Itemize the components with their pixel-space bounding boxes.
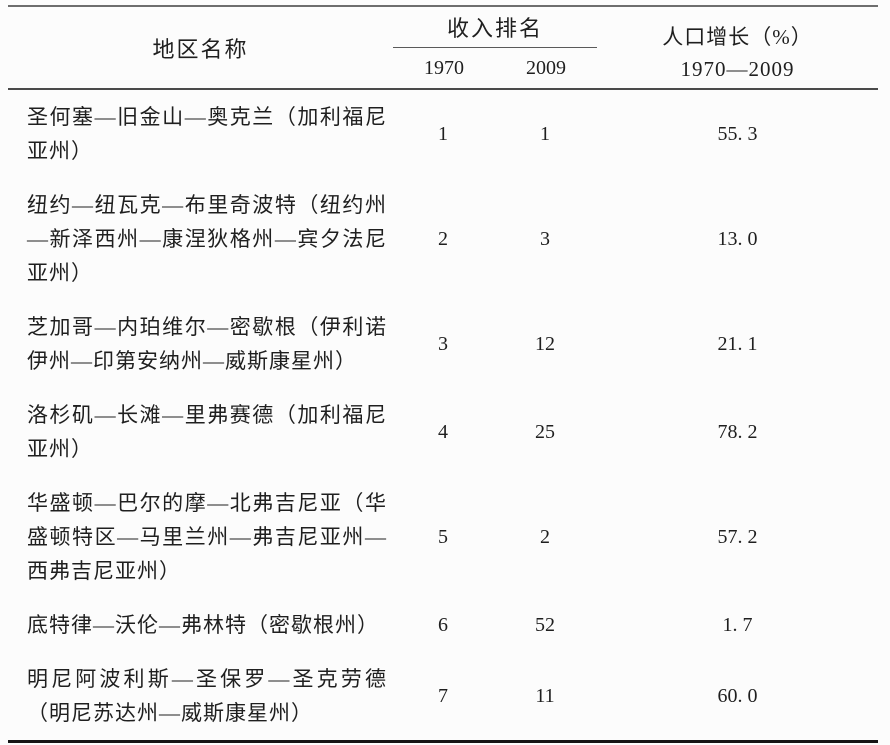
region-column-header: 地区名称: [152, 36, 249, 62]
growth-cell: 21. 1: [717, 332, 758, 355]
table-row: 底特律—沃伦—弗林特（密歇根州） 6 52 1. 7: [8, 598, 878, 652]
rank-2009-cell: 1: [539, 122, 550, 145]
rank-2009-cell: 3: [539, 227, 550, 250]
region-cell: 圣何塞—旧金山—奥克兰（加利福尼亚州）: [27, 105, 387, 163]
header-rule: [8, 88, 878, 90]
growth-cell: 1. 7: [722, 613, 753, 636]
table-row: 明尼阿波利斯—圣保罗—圣克劳德（明尼苏达州—威斯康星州） 7 11 60. 0: [8, 652, 878, 740]
rank-1970-cell: 4: [437, 420, 448, 443]
rank-1970-cell: 1: [437, 122, 448, 145]
rank-1970-cell: 2: [437, 227, 448, 250]
table-row: 洛杉矶—长滩—里弗赛德（加利福尼亚州） 4 25 78. 2: [8, 388, 878, 476]
income-rank-year-subheaders: 1970 2009: [393, 48, 597, 88]
region-cell: 明尼阿波利斯—圣保罗—圣克劳德（明尼苏达州—威斯康星州）: [27, 667, 387, 725]
top-rule: [8, 5, 878, 7]
population-growth-header: 人口增长（%） 1970—2009: [597, 7, 878, 88]
rank-2009-cell: 11: [535, 684, 555, 707]
region-cell: 纽约—纽瓦克—布里奇波特（纽约州—新泽西州—康涅狄格州—宾夕法尼亚州）: [27, 193, 387, 285]
rank-2009-cell: 12: [534, 332, 555, 355]
income-rank-header: 收入排名: [392, 7, 597, 48]
table-row: 芝加哥—内珀维尔—密歇根（伊利诺伊州—印第安纳州—威斯康星州） 3 12 21.…: [8, 300, 878, 388]
regions-ranking-table: 地区名称 收入排名 1970 2009 人口增长（%） 1970—2009 圣何…: [8, 5, 878, 743]
rank-1970-cell: 6: [437, 613, 448, 636]
year-2009-header: 2009: [525, 56, 566, 79]
table-body: 圣何塞—旧金山—奥克兰（加利福尼亚州） 1 1 55. 3 纽约—纽瓦克—布里奇…: [8, 90, 878, 740]
income-rank-header-group: 收入排名 1970 2009: [392, 7, 597, 88]
table-row: 华盛顿—巴尔的摩—北弗吉尼亚（华盛顿特区—马里兰州—弗吉尼亚州—西弗吉尼亚州） …: [8, 476, 878, 598]
growth-cell: 55. 3: [717, 122, 758, 145]
bottom-rule: [8, 740, 878, 743]
growth-cell: 78. 2: [717, 420, 758, 443]
population-growth-header-line2: 1970—2009: [680, 57, 795, 81]
region-cell: 底特律—沃伦—弗林特（密歇根州）: [27, 613, 379, 637]
rank-1970-cell: 7: [437, 684, 448, 707]
region-cell: 芝加哥—内珀维尔—密歇根（伊利诺伊州—印第安纳州—威斯康星州）: [27, 315, 387, 373]
growth-cell: 13. 0: [717, 227, 758, 250]
region-cell: 洛杉矶—长滩—里弗赛德（加利福尼亚州）: [27, 403, 387, 461]
rank-2009-cell: 52: [534, 613, 555, 636]
rank-1970-cell: 3: [437, 332, 448, 355]
region-cell: 华盛顿—巴尔的摩—北弗吉尼亚（华盛顿特区—马里兰州—弗吉尼亚州—西弗吉尼亚州）: [27, 491, 387, 583]
rank-1970-cell: 5: [437, 525, 448, 548]
growth-cell: 57. 2: [717, 525, 758, 548]
growth-cell: 60. 0: [717, 684, 758, 707]
table-header: 地区名称 收入排名 1970 2009 人口增长（%） 1970—2009: [8, 7, 878, 88]
population-growth-header-line1: 人口增长（%）: [662, 25, 813, 49]
table-row: 纽约—纽瓦克—布里奇波特（纽约州—新泽西州—康涅狄格州—宾夕法尼亚州） 2 3 …: [8, 178, 878, 300]
year-1970-header: 1970: [423, 56, 464, 79]
rank-2009-cell: 25: [534, 420, 555, 443]
rank-2009-cell: 2: [539, 525, 550, 548]
table-row: 圣何塞—旧金山—奥克兰（加利福尼亚州） 1 1 55. 3: [8, 90, 878, 178]
